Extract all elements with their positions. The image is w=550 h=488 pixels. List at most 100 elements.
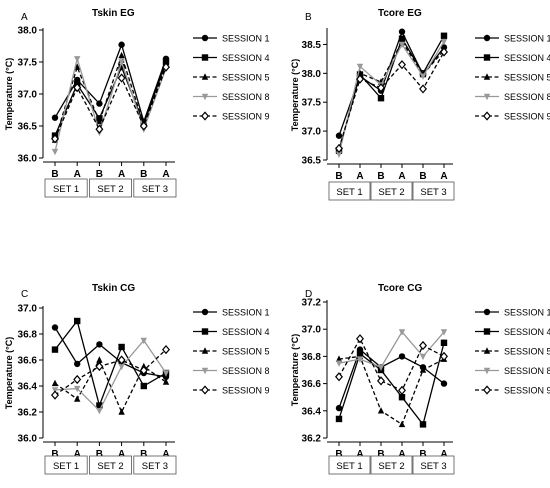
data-point — [74, 385, 81, 393]
legend-marker — [201, 93, 209, 101]
x-tick-label: B — [51, 449, 58, 460]
data-point — [139, 365, 148, 376]
data-point — [356, 356, 364, 363]
legend-label: SESSION 8 — [504, 366, 550, 376]
data-point — [139, 121, 148, 131]
set-box — [370, 181, 413, 201]
set-label: SET 1 — [53, 184, 79, 195]
set-label: SET 3 — [420, 461, 446, 472]
set-box — [89, 455, 133, 475]
y-tick-label: 37.0 — [18, 90, 38, 101]
data-point — [419, 366, 427, 373]
chart-title: Tcore EG — [378, 8, 422, 19]
series-5 — [51, 62, 170, 144]
set-label: SET 2 — [97, 461, 123, 472]
data-point — [73, 374, 82, 385]
data-point — [335, 360, 343, 367]
legend-marker — [483, 385, 491, 395]
set-label: SET 1 — [336, 187, 362, 198]
data-point — [51, 324, 59, 331]
legend-marker — [201, 111, 209, 121]
chart-title: Tcore CG — [378, 283, 422, 294]
y-tick-label: 36.0 — [18, 434, 38, 445]
legend-label: SESSION 8 — [222, 366, 270, 376]
data-point — [140, 337, 147, 345]
data-point — [398, 420, 406, 428]
legend-label: SESSION 8 — [222, 92, 270, 102]
data-point — [117, 73, 126, 83]
legend-item: SESSION 5 — [475, 73, 550, 83]
data-point — [74, 360, 81, 368]
series-5 — [335, 47, 448, 154]
chart-title: Tskin EG — [92, 8, 135, 19]
legend-label: SESSION 9 — [504, 386, 550, 396]
x-tick-label: A — [74, 449, 81, 460]
legend-item: SESSION 8 — [193, 92, 270, 102]
legend-label: SESSION 5 — [504, 347, 550, 357]
y-axis-label: Temperature (°C) — [4, 337, 14, 409]
data-point — [335, 132, 343, 139]
set-box — [44, 455, 88, 475]
series-4 — [335, 329, 448, 371]
series-line — [54, 66, 167, 140]
x-tick-label: B — [51, 169, 58, 180]
series-line — [338, 348, 445, 409]
legend-marker — [483, 34, 491, 42]
x-tick-label: B — [335, 449, 342, 460]
y-tick-label: 36.4 — [302, 406, 322, 417]
legend-label: SESSION 4 — [222, 53, 270, 63]
set-box — [370, 455, 413, 475]
panel-letter: D — [305, 289, 312, 300]
x-tick-label: A — [398, 171, 405, 182]
legend-item: SESSION 8 — [475, 92, 550, 102]
legend-marker — [201, 367, 209, 375]
legend-item: SESSION 4 — [475, 327, 550, 337]
data-point — [118, 51, 125, 59]
data-point — [398, 28, 406, 35]
data-point — [356, 74, 364, 84]
legend-label: SESSION 5 — [504, 73, 550, 83]
data-point — [419, 340, 427, 351]
legend-item: SESSION 5 — [193, 73, 270, 83]
y-tick-label: 36.2 — [302, 434, 322, 445]
legend-label: SESSION 9 — [222, 112, 270, 122]
data-point — [440, 351, 448, 362]
data-point — [96, 356, 103, 363]
y-axis-label: Temperature (°C) — [290, 59, 300, 131]
data-point — [162, 370, 170, 377]
legend-item: SESSION 4 — [193, 327, 270, 337]
data-point — [162, 62, 170, 72]
set-box — [44, 178, 88, 198]
legend-label: SESSION 9 — [222, 386, 270, 396]
legend-label: SESSION 1 — [222, 308, 270, 318]
data-point — [51, 390, 59, 400]
series-4 — [335, 38, 448, 158]
data-point — [419, 353, 427, 361]
legend-item: SESSION 8 — [193, 366, 270, 376]
data-point — [419, 84, 427, 94]
x-tick-label: B — [96, 169, 103, 180]
x-tick-label: A — [118, 169, 125, 180]
data-point — [51, 387, 59, 394]
data-point — [440, 38, 448, 46]
data-point — [95, 361, 104, 372]
legend-label: SESSION 4 — [222, 327, 270, 337]
data-point — [419, 421, 427, 428]
panel-letter: A — [21, 12, 28, 23]
data-point — [96, 402, 103, 409]
legend-marker — [483, 54, 491, 61]
x-tick-label: A — [118, 449, 125, 460]
y-tick-label: 36.2 — [18, 408, 38, 419]
data-point — [118, 363, 125, 371]
set-box — [328, 455, 371, 475]
set-box — [412, 455, 455, 475]
chart-title: Tskin CG — [92, 283, 135, 294]
legend-item: SESSION 1 — [193, 308, 270, 318]
y-tick-label: 37.5 — [18, 58, 38, 69]
set-label: SET 3 — [420, 187, 446, 198]
legend-marker — [483, 328, 491, 335]
data-point — [73, 82, 82, 93]
set-box — [89, 178, 133, 198]
y-tick-label: 36.6 — [302, 379, 322, 390]
data-point — [140, 382, 147, 390]
